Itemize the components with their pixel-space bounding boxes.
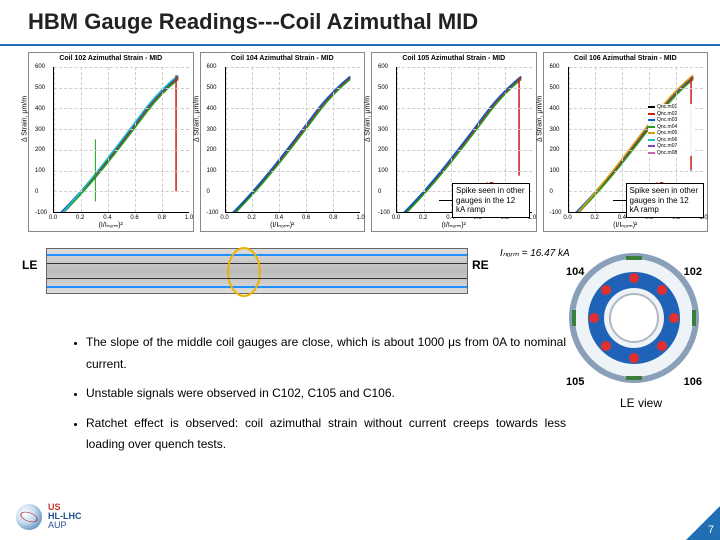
le-view-label: LE view — [620, 396, 662, 410]
bullet-list: The slope of the middle coil gauges are … — [46, 332, 566, 464]
chart-panel-104: Coil 104 Azimuthal Strain - MID Δ Strain… — [200, 52, 366, 232]
spike-note: Spike seen in other gauges in the 12 kA … — [452, 183, 530, 218]
cs-label-104: 104 — [566, 266, 584, 278]
logo-globe-icon — [16, 504, 42, 530]
spike-note: Spike seen in other gauges in the 12 kA … — [626, 183, 704, 218]
le-label: LE — [22, 258, 37, 272]
y-axis-label: Δ Strain, μm/m — [193, 96, 200, 142]
y-axis-label: Δ Strain, μm/m — [536, 96, 543, 142]
chart-panel-102: Coil 102 Azimuthal Strain - MID Δ Strain… — [28, 52, 194, 232]
y-axis-label: Δ Strain, μm/m — [22, 96, 29, 142]
list-item: Ratchet effect is observed: coil azimuth… — [86, 413, 566, 456]
chart-title: Coil 105 Azimuthal Strain - MID — [372, 55, 536, 62]
project-logo: US HL-LHC AUP — [16, 503, 82, 530]
chart-title: Coil 104 Azimuthal Strain - MID — [201, 55, 365, 62]
cs-label-106: 106 — [684, 376, 702, 388]
highlight-ring-icon — [227, 247, 261, 297]
chart-legend: Qnc.m01Qnc.m02Qnc.m03Qnc.m04Qnc.m05Qnc.m… — [648, 104, 694, 156]
list-item: Unstable signals were observed in C102, … — [86, 383, 566, 405]
list-item: The slope of the middle coil gauges are … — [86, 332, 566, 375]
chart-title: Coil 106 Azimuthal Strain - MID — [544, 55, 708, 62]
plot-area — [225, 67, 361, 213]
x-axis-label: (I/Iₙₒᵣₘ)² — [29, 221, 193, 229]
coil-side-graphic — [46, 248, 468, 294]
cs-label-105: 105 — [566, 376, 584, 388]
y-axis-label: Δ Strain, μm/m — [365, 96, 372, 142]
chart-title: Coil 102 Azimuthal Strain - MID — [29, 55, 193, 62]
charts-row: Coil 102 Azimuthal Strain - MID Δ Strain… — [28, 52, 708, 232]
re-label: RE — [472, 258, 489, 272]
plot-area — [53, 67, 189, 213]
chart-panel-105: Coil 105 Azimuthal Strain - MID Spike se… — [371, 52, 537, 232]
x-axis-label: (I/Iₙₒᵣₘ)² — [372, 221, 536, 229]
page-number: 7 — [708, 524, 714, 536]
cross-section-diagram: 104 102 105 106 — [564, 248, 704, 388]
x-axis-label: (I/Iₙₒᵣₘ)² — [201, 221, 365, 229]
logo-text: US HL-LHC AUP — [48, 503, 82, 530]
inorm-label: Iₙₒᵣₘ = 16.47 kA — [500, 248, 570, 259]
cs-label-102: 102 — [684, 266, 702, 278]
x-axis-label: (I/Iₙₒᵣₘ)² — [544, 221, 708, 229]
title-bar: HBM Gauge Readings---Coil Azimuthal MID — [0, 0, 720, 46]
accent-wedge-icon — [686, 506, 720, 540]
page-title: HBM Gauge Readings---Coil Azimuthal MID — [28, 9, 478, 35]
